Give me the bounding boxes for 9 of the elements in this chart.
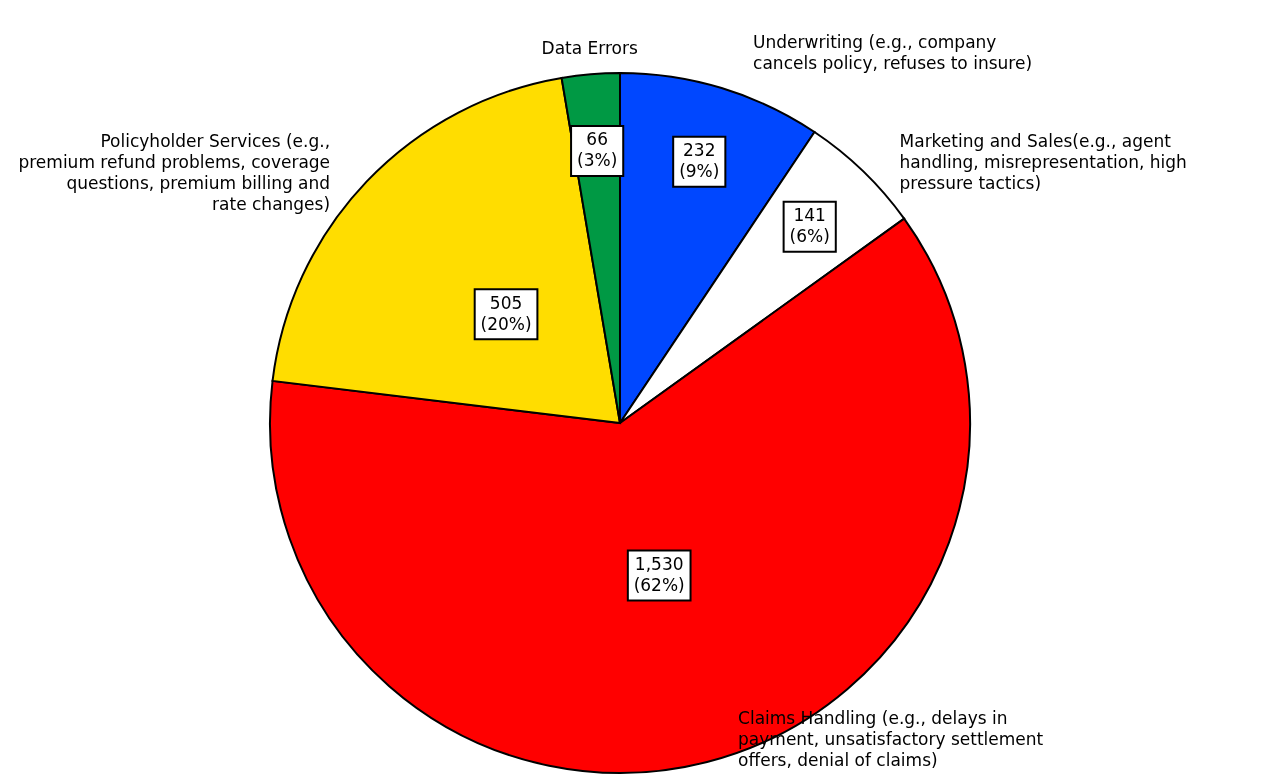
data-label: 1,530 (62%) [633, 554, 685, 596]
data-label: 505 (20%) [480, 292, 532, 334]
slice-label: Underwriting (e.g., company cancels policy, refuses to insure) [753, 31, 1033, 73]
data-label: 232 (9%) [679, 140, 720, 182]
slice-label: Policyholder Services (e.g., premium refund problems, coverage questions, premium billing and rate changes) [18, 130, 331, 214]
slice-label: Marketing and Sales(e.g., agent handling, misrepresentation, high pressure tactics) [899, 130, 1187, 193]
data-label: 66 (3%) [577, 129, 618, 171]
slice-label: Data Errors [541, 38, 638, 59]
data-label: 141 (6%) [789, 205, 830, 247]
